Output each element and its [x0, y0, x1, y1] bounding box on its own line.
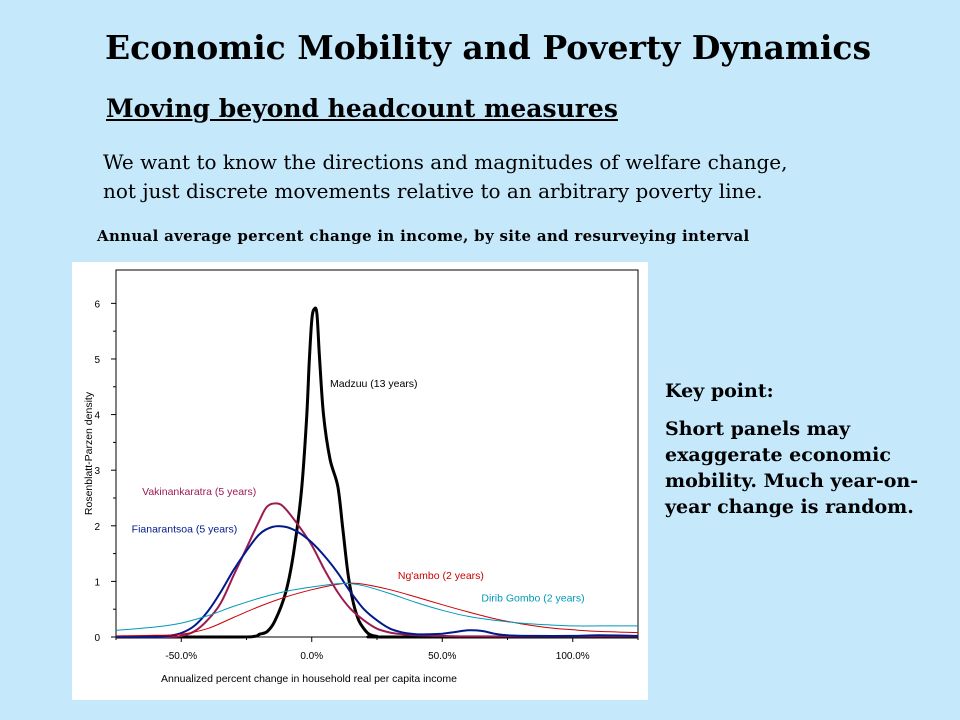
chart-caption: Annual average percent change in income,…	[97, 227, 750, 245]
key-point-text: Short panels may exaggerate economic mob…	[665, 418, 919, 518]
series-line-4	[115, 582, 638, 631]
x-axis-label: Annualized percent change in household r…	[161, 673, 457, 685]
slide-subtitle: Moving beyond headcount measures	[106, 94, 618, 123]
series-label-3: Ng'ambo (2 years)	[398, 570, 484, 582]
y-axis-label: Rosenblatt-Parzen density	[83, 391, 95, 515]
y-tick-label: 1	[94, 577, 100, 588]
series-label-0: Madzuu (13 years)	[330, 378, 418, 390]
density-chart: 0 1 2 3 4 5 6 -50.0% 0.0% 50.0% 100.0% Annualized p…	[83, 269, 639, 685]
series-label-1: Vakinankaratra (5 years)	[142, 486, 256, 498]
y-tick-label: 0	[94, 633, 100, 644]
plot-frame	[115, 269, 639, 638]
series-label-2: Fianarantsoa (5 years)	[132, 523, 238, 535]
series-line-1	[115, 502, 638, 639]
key-point-heading: Key point:	[665, 380, 774, 402]
key-point-box: Key point: Short panels may exaggerate e…	[665, 378, 945, 520]
chart-panel: 0 1 2 3 4 5 6 -50.0% 0.0% 50.0% 100.0% Annualized p…	[72, 262, 648, 700]
slide-title: Economic Mobility and Poverty Dynamics	[104, 28, 872, 67]
body-text: We want to know the directions and magni…	[103, 148, 923, 206]
x-tick-label: -50.0%	[165, 651, 197, 662]
y-tick-label: 5	[94, 355, 100, 366]
body-text-line-2: not just discrete movements relative to …	[103, 179, 763, 203]
y-tick-label: 4	[94, 411, 100, 422]
y-tick-label: 6	[94, 299, 100, 310]
x-tick-label: 50.0%	[428, 651, 456, 662]
series-line-3	[115, 582, 639, 637]
x-tick-label: 0.0%	[300, 651, 323, 662]
series-label-4: Dirib Gombo (2 years)	[481, 592, 584, 604]
x-tick-label: 100.0%	[556, 651, 590, 662]
series-line-0	[115, 306, 639, 639]
series-line-2	[115, 525, 639, 639]
y-tick-label: 2	[94, 522, 100, 533]
y-tick-label: 3	[94, 466, 100, 477]
body-text-line-1: We want to know the directions and magni…	[103, 150, 788, 174]
